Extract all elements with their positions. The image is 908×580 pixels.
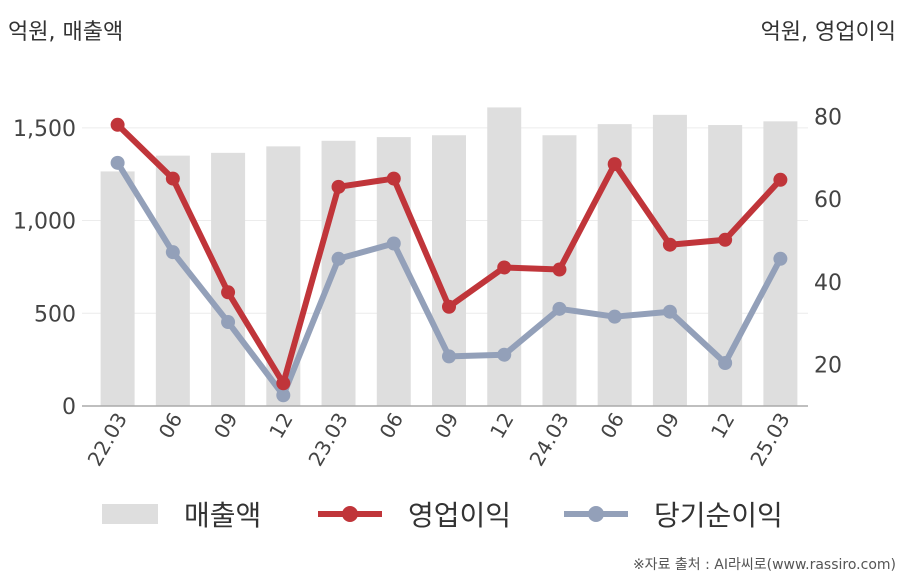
- series-point: [442, 299, 456, 314]
- x-tick-label: 24.03: [524, 409, 573, 471]
- series-point: [773, 172, 788, 187]
- legend-item-net: 당기순이익: [564, 494, 783, 534]
- legend-label-revenue: 매출액: [184, 499, 262, 532]
- series-point: [221, 285, 236, 300]
- series-point: [607, 157, 622, 172]
- right-y-ticks: 20 40 60 80: [814, 106, 842, 379]
- revenue-bar: [211, 152, 246, 406]
- series-point: [221, 315, 236, 330]
- x-tick-label: 12: [485, 409, 519, 443]
- series-point: [442, 349, 456, 364]
- series-point: [552, 262, 567, 277]
- legend-swatch-net: [564, 506, 628, 522]
- series-point: [662, 237, 677, 252]
- revenue-bar: [652, 114, 687, 406]
- x-tick-label: 23.03: [303, 409, 352, 471]
- series-point: [165, 245, 180, 260]
- series-point: [552, 301, 567, 316]
- series-point: [497, 260, 512, 275]
- series-point: [718, 232, 733, 247]
- legend-label-operating: 영업이익: [408, 499, 512, 532]
- revenue-bar: [432, 135, 466, 406]
- series-point: [718, 355, 733, 370]
- right-y-tick-label: 20: [814, 354, 842, 379]
- x-tick-label: 06: [375, 409, 409, 443]
- legend-item-revenue: 매출액: [102, 494, 261, 534]
- x-tick-label: 06: [596, 409, 630, 443]
- series-point: [331, 251, 346, 266]
- profit-lines: [110, 117, 788, 403]
- left-y-tick-label: 1,000: [13, 210, 76, 235]
- legend: 매출액 영업이익 당기순이익: [0, 494, 908, 534]
- right-y-tick-label: 60: [814, 188, 842, 213]
- revenue-bar: [100, 171, 135, 406]
- legend-swatch-revenue: [102, 504, 158, 524]
- series-point: [386, 236, 401, 251]
- left-y-tick-label: 0: [62, 395, 76, 420]
- left-axis-unit: 억원, 매출액: [8, 20, 124, 45]
- x-tick-label: 25.03: [745, 409, 794, 471]
- legend-item-operating: 영업이익: [318, 494, 511, 534]
- left-y-ticks: 0 500 1,000 1,500: [13, 117, 76, 420]
- right-y-tick-label: 80: [814, 106, 842, 131]
- left-y-tick-label: 1,500: [13, 117, 76, 142]
- series-point: [110, 117, 125, 132]
- x-tick-label: 09: [430, 409, 464, 443]
- x-ticks: 22.03 06 09 12 23.03 06 09 12 24.03 06 09 12 25.03: [83, 409, 795, 471]
- x-tick-label: 12: [706, 409, 740, 443]
- series-point: [165, 171, 180, 186]
- series-point: [773, 251, 788, 266]
- legend-swatch-operating: [318, 506, 382, 522]
- series-point: [110, 155, 125, 170]
- legend-label-net: 당기순이익: [654, 499, 783, 532]
- x-tick-label: 09: [651, 409, 685, 443]
- x-tick-label: 12: [264, 409, 298, 443]
- right-axis-unit: 억원, 영업이익: [760, 20, 896, 45]
- series-point: [276, 376, 291, 391]
- x-tick-label: 06: [154, 409, 188, 443]
- left-y-tick-label: 500: [34, 302, 76, 327]
- series-point: [386, 171, 401, 186]
- series-point: [607, 309, 622, 324]
- series-point: [497, 347, 512, 362]
- series-point: [331, 179, 346, 194]
- x-tick-label: 22.03: [83, 409, 132, 471]
- revenue-bars: [100, 107, 798, 407]
- revenue-bar: [155, 155, 190, 406]
- right-y-tick-label: 40: [814, 271, 842, 296]
- series-point: [662, 304, 677, 319]
- source-note: ※자료 출처 : AI라씨로(www.rassiro.com): [632, 557, 896, 573]
- series-point: [276, 388, 291, 403]
- x-tick-label: 09: [209, 409, 243, 443]
